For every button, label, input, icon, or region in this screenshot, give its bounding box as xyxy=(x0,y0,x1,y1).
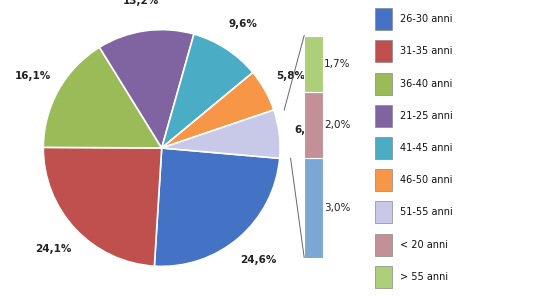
Bar xyxy=(375,73,392,94)
Wedge shape xyxy=(43,47,162,148)
Text: 51-55 anni: 51-55 anni xyxy=(400,207,453,218)
Text: 26-30 anni: 26-30 anni xyxy=(400,14,453,24)
Wedge shape xyxy=(162,34,253,148)
Text: 6,6%: 6,6% xyxy=(294,125,323,135)
Text: < 20 anni: < 20 anni xyxy=(400,240,448,250)
Text: > 55 anni: > 55 anni xyxy=(400,272,448,282)
Bar xyxy=(375,169,392,191)
Wedge shape xyxy=(43,147,162,266)
Bar xyxy=(375,8,392,30)
Text: 21-25 anni: 21-25 anni xyxy=(400,111,453,121)
Bar xyxy=(375,137,392,159)
Text: 24,6%: 24,6% xyxy=(240,255,277,265)
Bar xyxy=(375,105,392,127)
Text: 24,1%: 24,1% xyxy=(36,244,72,254)
Text: 36-40 anni: 36-40 anni xyxy=(400,78,453,89)
Text: 3,0%: 3,0% xyxy=(324,203,350,213)
Text: 2,0%: 2,0% xyxy=(324,120,350,130)
Wedge shape xyxy=(154,148,280,266)
Bar xyxy=(375,202,392,223)
Text: 1,7%: 1,7% xyxy=(324,59,350,69)
Text: 31-35 anni: 31-35 anni xyxy=(400,46,453,56)
Bar xyxy=(375,40,392,62)
Text: 13,2%: 13,2% xyxy=(123,0,160,7)
Wedge shape xyxy=(162,110,280,158)
Bar xyxy=(304,158,323,258)
Wedge shape xyxy=(162,73,274,148)
Bar xyxy=(304,92,323,158)
Bar xyxy=(304,36,323,92)
Bar xyxy=(375,266,392,288)
Text: 46-50 anni: 46-50 anni xyxy=(400,175,453,185)
Text: 5,8%: 5,8% xyxy=(277,71,306,81)
Bar xyxy=(375,234,392,256)
Wedge shape xyxy=(100,30,194,148)
Text: 9,6%: 9,6% xyxy=(228,19,257,29)
Text: 41-45 anni: 41-45 anni xyxy=(400,143,453,153)
Text: 16,1%: 16,1% xyxy=(15,70,51,81)
